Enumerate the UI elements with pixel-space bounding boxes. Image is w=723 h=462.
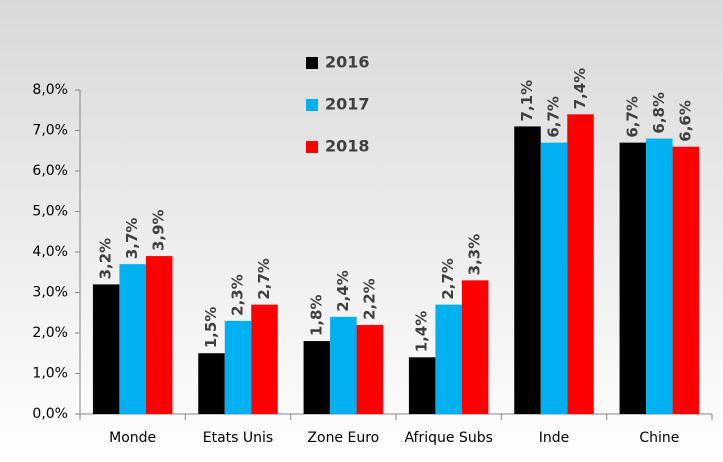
y-tick-label: 8,0%: [32, 82, 68, 98]
legend-label: 2018: [325, 137, 370, 156]
legend-swatch: [306, 57, 318, 69]
bar: [514, 126, 541, 414]
value-label: 3,3%: [466, 234, 484, 276]
bar: [408, 357, 436, 414]
value-label: 3,7%: [123, 218, 141, 260]
value-label: 1,5%: [202, 307, 220, 349]
value-label: 6,6%: [676, 100, 694, 142]
value-label: 2,7%: [439, 258, 457, 300]
bar: [435, 304, 462, 414]
y-tick-label: 5,0%: [32, 204, 68, 220]
value-label: 2,7%: [255, 258, 273, 300]
value-label: 2,4%: [334, 270, 352, 312]
bar: [198, 353, 225, 414]
bar: [619, 142, 647, 414]
x-tick-label: Monde: [109, 430, 156, 446]
bar: [461, 280, 489, 414]
bar: [540, 142, 568, 414]
y-tick-label: 7,0%: [32, 123, 68, 139]
y-tick-label: 0,0%: [32, 406, 68, 422]
value-label: 2,2%: [360, 278, 378, 320]
bar: [303, 341, 331, 414]
value-label: 6,7%: [545, 96, 563, 138]
y-tick-label: 4,0%: [32, 244, 68, 260]
bar: [92, 284, 120, 414]
value-label: 3,2%: [97, 238, 115, 280]
y-tick-label: 6,0%: [32, 163, 68, 179]
bar: [119, 264, 146, 414]
y-tick-label: 3,0%: [32, 285, 68, 301]
bar: [646, 138, 673, 414]
legend-swatch: [306, 99, 318, 111]
bar: [145, 256, 173, 414]
y-tick-label: 1,0%: [32, 366, 68, 382]
bar: [356, 324, 384, 414]
legend-label: 2016: [325, 53, 370, 72]
bar: [251, 304, 278, 414]
y-tick-label: 2,0%: [32, 325, 68, 341]
value-label: 1,8%: [307, 294, 325, 336]
value-label: 6,8%: [650, 92, 668, 134]
value-label: 7,1%: [518, 80, 536, 122]
x-tick-label: Afrique Subs: [404, 430, 492, 446]
bar: [224, 320, 252, 414]
bar: [672, 146, 700, 414]
value-label: 7,4%: [571, 68, 589, 110]
x-tick-label: Chine: [639, 430, 679, 446]
value-label: 2,3%: [229, 274, 247, 316]
bar: [330, 316, 357, 414]
x-tick-label: Etats Unis: [203, 430, 273, 446]
legend-swatch: [306, 141, 318, 153]
x-tick-label: Inde: [539, 430, 570, 446]
x-tick-label: Zone Euro: [307, 430, 379, 446]
legend-label: 2017: [325, 95, 370, 114]
value-label: 6,7%: [623, 96, 641, 138]
value-label: 1,4%: [413, 311, 431, 353]
bar: [567, 114, 594, 415]
value-label: 3,9%: [150, 209, 168, 251]
